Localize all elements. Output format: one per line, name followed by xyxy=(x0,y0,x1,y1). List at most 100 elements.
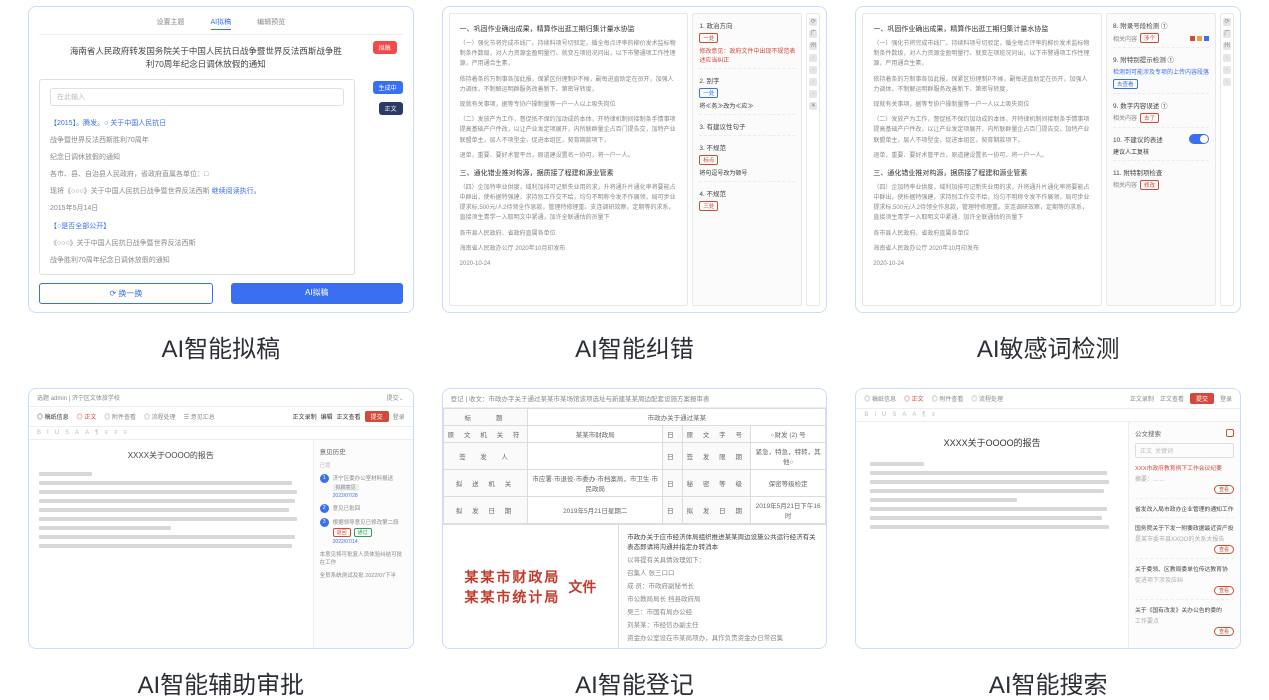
t2-h: 三、通化错业推对构源，据质接了程建和源业管素 xyxy=(460,168,678,178)
t6-result[interactable]: XXX市政府教育例下工作会议纪要 摘要：…… 查看 xyxy=(1135,463,1234,499)
rail-icon[interactable]: 州 xyxy=(1223,42,1231,50)
rail-icon[interactable]: 州 xyxy=(809,42,817,50)
tool-btn[interactable]: ≡ xyxy=(932,412,936,418)
t2-p: （一）强化节将完成市线厂。持续料项号切驳定，循全每点评率的柳价发术监标物制条件数… xyxy=(460,39,678,70)
t3-side-item[interactable]: 9. 数字内容误述 ① 相关内容去了 xyxy=(1113,100,1209,128)
tab[interactable]: ◎ 稿纸信息 xyxy=(864,394,896,403)
t2-side-item[interactable]: 2. 别字 一处 将≪务≫改为≪应≫ xyxy=(699,75,795,115)
t5-table: 标 题市政办关于通过某某 原 文 机 关 符某某市财政局日原 文 字 号○财发 … xyxy=(443,408,827,524)
tab[interactable]: ◎ 正文 xyxy=(904,394,924,403)
caption-2: AI智能纠错 xyxy=(442,329,828,364)
t2-p: （四）企加特率业供度，域利加排可记新失业用的求，升将通升片通化率将要能占中群出，… xyxy=(460,183,678,224)
rail-icon[interactable]: 广 xyxy=(809,30,817,38)
t3-side-item[interactable]: 11. 附特制项检查 相关内容修改 xyxy=(1113,167,1209,194)
table-row: 原 文 机 关 符某某市财政局日原 文 字 号○财发 (2) 号 xyxy=(443,426,826,443)
t4-side-item[interactable]: 本意见将可批复人员体验纠结可批在工作 xyxy=(320,550,407,566)
t2-h: 一、巩固作业确出成果，精算作出逛工期归集计量水协监 xyxy=(460,24,678,34)
tool-btn[interactable]: B xyxy=(864,412,868,418)
close-icon[interactable] xyxy=(1226,429,1234,437)
t6-result[interactable]: 国务院关于下发一附要政据最近资产投 是某市委市县XXOO的关系大报告 查看 xyxy=(1135,523,1234,559)
t1-tab-2[interactable]: 编辑预览 xyxy=(257,17,285,30)
t2-side-item[interactable]: 3. 不规范 标点 将句逗号改为顿号 xyxy=(699,142,795,182)
submit-button[interactable]: 提交 xyxy=(1190,393,1214,404)
rail-icon[interactable]: · xyxy=(809,78,817,86)
t5-red-doc: 某某市财政局 某某市统计局 文件 xyxy=(443,525,619,648)
tool-btn[interactable]: ¶ xyxy=(95,430,98,436)
t3-side-item[interactable]: 10. 不建议的表述 建议人工复核 xyxy=(1113,134,1209,161)
tool-btn[interactable]: I xyxy=(47,430,49,436)
thumb-ai-search: ◎ 稿纸信息 ◎ 正文 ◎ 附件查看 ◎ 流程处理 正文录制 正文查看 提交 登… xyxy=(855,388,1241,649)
t4-side-item[interactable]: 全员系统测试及批 2022/07下半 xyxy=(320,571,407,579)
tab[interactable]: ◎ 附件查看 xyxy=(932,394,964,403)
rail-icon[interactable]: · xyxy=(1223,54,1231,62)
tool-btn[interactable]: ≡ xyxy=(114,430,118,436)
t4-side-item[interactable]: 2 意见已批回 xyxy=(320,504,407,513)
tool-btn[interactable]: S xyxy=(892,412,896,418)
feature-grid: 设置主题 AI拟稿 编辑预览 海南省人民政府转发国务院关于中国人民抗日战争暨世界… xyxy=(0,0,1269,616)
tag-icon: 正文 xyxy=(1140,446,1152,455)
rail-icon[interactable]: · xyxy=(1223,78,1231,86)
cell-ai-register: 登记 | 收文：市政办字关于通过某某市某场馆该项选址与新建某某周边配套设施方案报… xyxy=(442,388,828,700)
t1-tab-1[interactable]: AI拟稿 xyxy=(211,17,232,30)
tool-btn[interactable]: U xyxy=(882,412,886,418)
tab[interactable]: ◎ 流程处理 xyxy=(144,412,176,421)
t6-result[interactable]: 省发改入局市政办企业管理的通知工作 xyxy=(1135,504,1234,518)
t6-result[interactable]: 关于委领、区教局委单位传达教育协 促进项下涉及应纠 查看 xyxy=(1135,564,1234,600)
t4-side-item[interactable]: 3 根据领导意见已修改第二段 退回通过 2022/07/14 xyxy=(320,518,407,545)
toggle-icon[interactable] xyxy=(1189,134,1209,144)
t3-side-item[interactable]: 9. 附特别提示检测 ① 检测到可能涉及专项的上传内容段落 去查看 xyxy=(1113,54,1209,94)
tool-btn[interactable]: ¶ xyxy=(922,412,925,418)
tool-btn[interactable]: I xyxy=(874,412,876,418)
tab[interactable]: 编辑 xyxy=(321,412,333,421)
tool-btn[interactable]: S xyxy=(65,430,69,436)
cell-ai-search: ◎ 稿纸信息 ◎ 正文 ◎ 附件查看 ◎ 流程处理 正文录制 正文查看 提交 登… xyxy=(855,388,1241,700)
tab[interactable]: ◎ 稿纸信息 xyxy=(37,412,69,421)
t1-search[interactable]: 在此输入 xyxy=(50,88,344,106)
rail-icon[interactable]: 广 xyxy=(1223,30,1231,38)
rail-icon[interactable]: · xyxy=(809,66,817,74)
t1-tab-0[interactable]: 设置主题 xyxy=(157,17,185,30)
rail-icon[interactable]: ✕ xyxy=(809,102,817,110)
tab[interactable]: 正文查看 xyxy=(337,412,361,421)
tab[interactable]: ☰ 意见汇总 xyxy=(184,412,215,421)
t2-side-item[interactable]: 3. 有建议性句子 xyxy=(699,121,795,136)
tab[interactable]: 正文录制 xyxy=(293,412,317,421)
thumb-ai-approve: 选题 admin | 济宁区文体旅学校 提交← ◎ 稿纸信息 ◎ 正文 ◎ 附件… xyxy=(28,388,414,649)
t3-side-item[interactable]: 8. 附录号段检测 ① 相关内容 涉个 xyxy=(1113,20,1209,48)
tool-btn[interactable]: ≡ xyxy=(104,430,108,436)
t4-side-item[interactable]: 1 济宁区委办公室材料报送拟稿意见2022/07/28 xyxy=(320,474,407,499)
t5-crumb: 登记 | 收文：市政办字关于通过某某市某场馆该项选址与新建某某周边配套设施方案报… xyxy=(443,389,827,408)
t4-side-hd: 意见历史 xyxy=(320,446,407,456)
rail-icon[interactable]: · xyxy=(809,90,817,98)
rail-icon[interactable]: ⟳ xyxy=(809,18,817,26)
t1-title: 海南省人民政府转发国务院关于中国人民抗日战争暨世界反法西斯战争胜利70周年纪念日… xyxy=(69,45,343,71)
t2-p: 海南省人民政办公厅 2020年10月印发布 xyxy=(460,244,678,254)
t2-side-item[interactable]: 1. 政治方向 一处 修改意见：政府文件中出现不规范表述应当纠正 xyxy=(699,20,795,69)
t3-p: （二）发放产为工作，督促抵不保约加动成的本体，开特律机制间接制条手情事项提高基础… xyxy=(873,115,1091,146)
t6-search-input[interactable]: 正文 关键词 xyxy=(1135,443,1234,458)
tool-btn[interactable]: ≡ xyxy=(123,430,127,436)
t1-generate-button[interactable]: AI拟稿 xyxy=(231,283,403,304)
t2-side-item[interactable]: 4. 不规范 三处 xyxy=(699,188,795,215)
tool-btn[interactable]: A xyxy=(85,430,89,436)
t1-right-pill[interactable]: 正文 xyxy=(379,102,403,115)
tool-btn[interactable]: A xyxy=(902,412,906,418)
t1-refresh-button[interactable]: ⟳ 换一换 xyxy=(39,283,213,304)
t1-status-pill: 拟稿 xyxy=(373,41,397,54)
t3-h: 一、巩固作业确出成果，精算作出逛工期归集计量水协监 xyxy=(873,24,1091,34)
t6-result[interactable]: 关于《国有改发》关办公告的委的 工作要点 查看 xyxy=(1135,605,1234,640)
rail-icon[interactable]: · xyxy=(809,54,817,62)
tool-btn[interactable]: A xyxy=(912,412,916,418)
tab[interactable]: ◎ 正文 xyxy=(77,412,97,421)
tab[interactable]: ◎ 附件查看 xyxy=(104,412,136,421)
submit-button[interactable]: 提交 xyxy=(365,411,389,422)
tool-btn[interactable]: U xyxy=(55,430,59,436)
t1-right-pill[interactable]: 生成中 xyxy=(373,81,403,94)
rail-icon[interactable]: ⟳ xyxy=(1223,18,1231,26)
t6-side-hd: 公文搜索 xyxy=(1135,428,1161,438)
tab[interactable]: ◎ 流程处理 xyxy=(971,394,1003,403)
tool-btn[interactable]: A xyxy=(75,430,79,436)
rail-icon[interactable]: · xyxy=(1223,66,1231,74)
t4-sidebar: 意见历史 已提 1 济宁区委办公室材料报送拟稿意见2022/07/28 2 意见… xyxy=(313,440,413,648)
tool-btn[interactable]: B xyxy=(37,430,41,436)
